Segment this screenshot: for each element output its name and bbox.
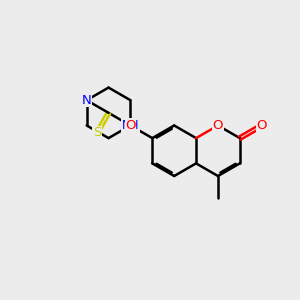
Text: O: O <box>213 119 223 132</box>
Text: NH: NH <box>122 119 139 132</box>
Text: N: N <box>82 94 92 107</box>
Text: O: O <box>256 119 267 132</box>
Text: S: S <box>93 127 101 140</box>
Text: O: O <box>125 119 136 132</box>
